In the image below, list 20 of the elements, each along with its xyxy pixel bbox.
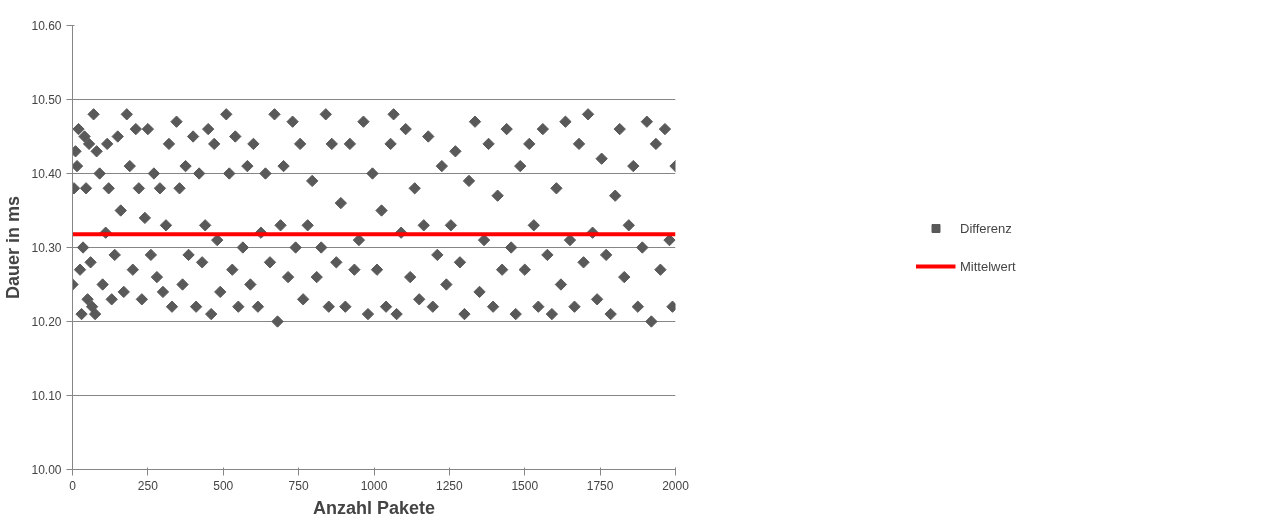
y-tick-label: 10.00	[31, 463, 62, 477]
y-tick-label: 10.40	[31, 167, 62, 181]
x-tick-label: 1000	[360, 478, 388, 493]
y-tick-label: 10.10	[31, 389, 62, 403]
x-tick-label: 2000	[662, 478, 690, 493]
x-tick-label: 1750	[586, 478, 614, 493]
x-tick-label: 0	[69, 478, 77, 493]
legend-label: Differenz	[960, 220, 1013, 236]
y-tick-label: 10.30	[31, 241, 62, 255]
y-tick-label: 10.20	[31, 315, 62, 329]
x-tick-label: 750	[288, 478, 309, 493]
y-tick-label: 10.50	[31, 93, 62, 107]
x-tick-label: 1250	[436, 478, 464, 493]
x-tick-label: 250	[137, 478, 159, 493]
x-tick-label: 1500	[511, 478, 539, 493]
x-tick-label: 500	[213, 478, 234, 493]
y-tick-label: 10.60	[31, 19, 62, 33]
x-axis-title: Anzahl Pakete	[312, 497, 436, 518]
legend-label: Mittelwert	[960, 258, 1017, 274]
y-axis-title: Dauer in ms	[3, 195, 24, 300]
